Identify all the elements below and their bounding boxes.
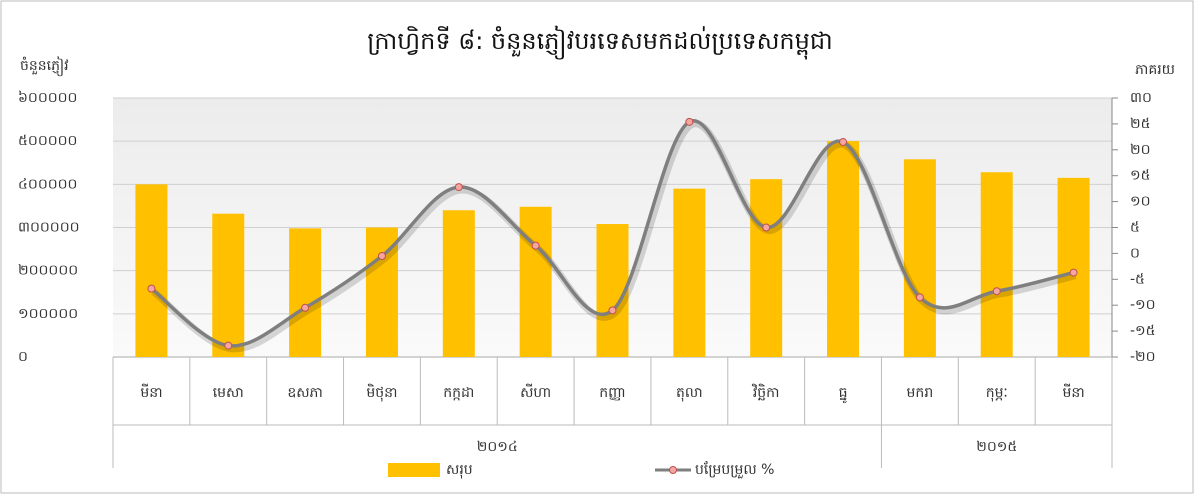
line-marker xyxy=(839,138,848,147)
y-tick-label: ៥០០០០០ xyxy=(18,133,77,149)
bar xyxy=(519,206,552,357)
x-tick-label: មិថុនា xyxy=(366,383,397,402)
y2-tick-label: ១០ xyxy=(1130,194,1151,210)
x-tick-label: ធ្នូ xyxy=(839,385,848,404)
x-tick-label: កុម្ភៈ xyxy=(986,385,1008,402)
line-marker xyxy=(1069,268,1078,277)
bar xyxy=(135,184,168,357)
bar xyxy=(1057,177,1090,357)
y2-tick-label: ៥ xyxy=(1130,220,1140,236)
line-marker xyxy=(301,303,310,312)
bar xyxy=(365,227,398,357)
y2-tick-label: -៥ xyxy=(1130,271,1145,287)
x-tick-label: មករា xyxy=(907,385,934,401)
line-marker xyxy=(762,223,771,232)
bar xyxy=(673,188,706,357)
y-tick-label: ៦០០០០០ xyxy=(18,90,77,106)
line-marker xyxy=(992,287,1001,296)
y2-tick-label: ១៥ xyxy=(1130,168,1151,184)
x-tick-label: ឧសភា xyxy=(287,385,323,401)
x-tick-label: សីហា xyxy=(520,383,551,401)
bar xyxy=(212,213,245,357)
group-label: ២០១៥ xyxy=(976,439,1017,455)
line xyxy=(150,119,1074,348)
y2-tick-label: ២០ xyxy=(1130,142,1151,158)
y-tick-label: ១០០០០០ xyxy=(18,306,78,322)
x-tick-label: វិច្ឆិកា xyxy=(751,383,779,401)
x-tick-label: មេសា xyxy=(213,385,244,401)
line-marker xyxy=(147,284,156,293)
legend-label: បម្រែបម្រួល % xyxy=(695,461,774,479)
x-tick-label: កក្កដា xyxy=(443,385,474,401)
line-marker xyxy=(531,241,540,250)
y2-tick-label: ៣០ xyxy=(1130,90,1152,106)
bar xyxy=(980,172,1013,357)
bar xyxy=(750,179,783,357)
group-label: ២០១៤ xyxy=(477,439,518,455)
legend-marker xyxy=(669,466,677,474)
legend-swatch xyxy=(388,463,440,477)
y2-tick-label: -១០ xyxy=(1130,297,1156,313)
chart-title: ក្រាហ្វិកទី ៨: ចំនួនភ្ញៀវបរទេសមកដល់ប្រទេ… xyxy=(367,25,833,60)
line-marker xyxy=(377,251,386,260)
y-tick-label: ៣០០០០០ xyxy=(18,220,80,236)
line-marker xyxy=(224,341,233,350)
line-marker xyxy=(454,183,463,192)
x-tick-label: មីនា xyxy=(140,383,162,401)
x-tick-label: កញ្ញា xyxy=(599,385,625,401)
y-tick-label: ២០០០០០ xyxy=(18,263,78,279)
bar xyxy=(289,228,322,357)
y2-tick-label: ២៥ xyxy=(1130,116,1151,132)
bar xyxy=(827,141,860,357)
y2-tick-label: -១៥ xyxy=(1130,323,1156,339)
bar xyxy=(442,210,475,357)
y2-tick-label: -២០ xyxy=(1130,349,1156,365)
y-tick-label: ៤០០០០០ xyxy=(18,176,77,192)
line-marker xyxy=(685,117,694,126)
line-marker xyxy=(608,306,617,315)
y2-tick-label: ០ xyxy=(1130,245,1140,261)
x-tick-label: តុលា xyxy=(676,385,703,402)
bar xyxy=(596,224,629,357)
bar xyxy=(903,159,936,357)
y2-axis-title: ភាគរយ xyxy=(1135,62,1175,78)
line-marker xyxy=(915,293,924,302)
y-tick-label: ០ xyxy=(18,349,28,365)
x-tick-label: មីនា xyxy=(1062,383,1084,401)
legend-label: សរុប xyxy=(446,462,473,479)
y-axis-title: ចំនួនភ្ញៀវ xyxy=(20,56,69,77)
